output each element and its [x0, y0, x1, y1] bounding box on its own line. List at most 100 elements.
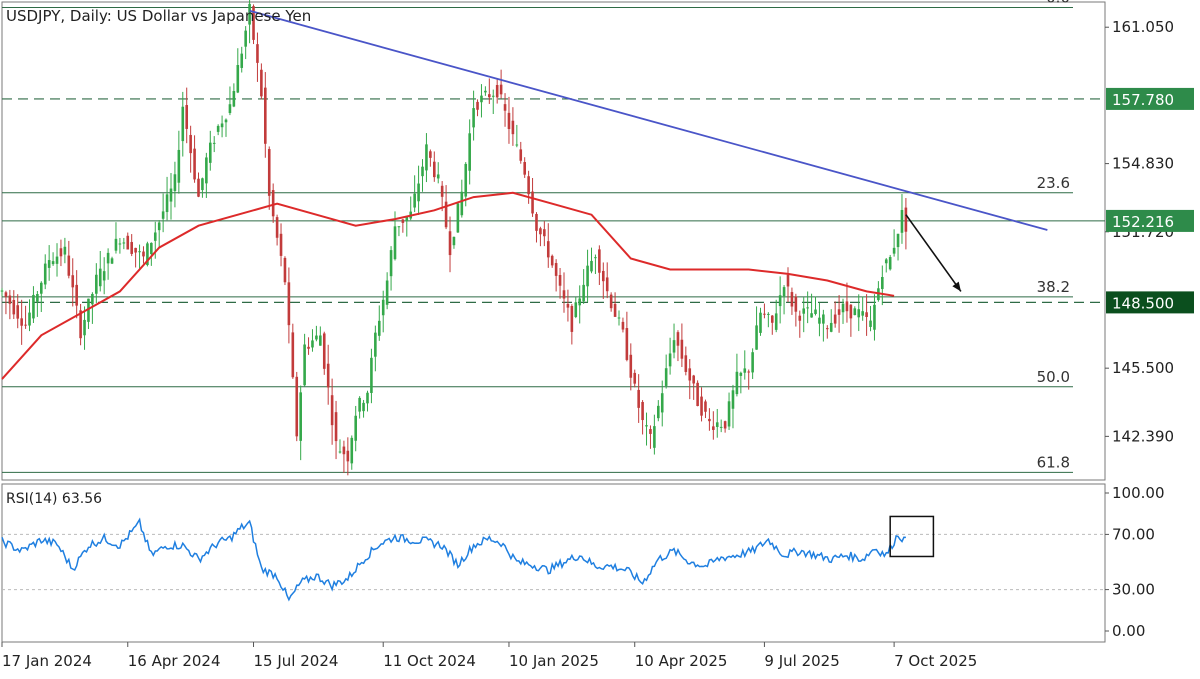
candle-body	[519, 149, 523, 161]
candle-body	[578, 298, 582, 306]
candle-body	[613, 303, 617, 317]
candle-body	[594, 257, 597, 259]
candle-body	[381, 299, 385, 316]
candle-body	[197, 178, 200, 197]
fib-level-label: 61.8	[1037, 453, 1070, 471]
candle-body	[271, 190, 275, 217]
price-label-text: 148.500	[1112, 294, 1174, 312]
time-tick-label: 7 Oct 2025	[894, 652, 977, 670]
candle-body	[55, 256, 59, 264]
candle-body	[680, 339, 684, 359]
candle-body	[888, 257, 892, 270]
candle-body	[786, 274, 790, 287]
candle-body	[291, 332, 295, 378]
candle-body	[20, 318, 23, 326]
candle-body	[440, 185, 444, 197]
rsi-tick-label: 70.00	[1112, 525, 1155, 543]
candle-body	[71, 275, 75, 288]
candle-body	[696, 382, 699, 407]
candle-body	[700, 396, 703, 416]
fib-level-label: 23.6	[1037, 174, 1070, 192]
time-tick-label: 10 Jan 2025	[509, 652, 599, 670]
candle-body	[205, 157, 208, 184]
candle-body	[822, 314, 825, 324]
rsi-panel-frame	[1, 483, 1106, 643]
candle-body	[562, 290, 566, 299]
candle-body	[338, 451, 342, 453]
price-label-box	[1106, 291, 1194, 314]
candle-body	[130, 242, 133, 254]
candle-body	[43, 263, 47, 285]
candle-body	[818, 317, 821, 324]
candle-body	[295, 376, 299, 437]
candle-body	[279, 233, 283, 256]
candle-body	[134, 247, 137, 253]
candle-body	[8, 295, 12, 304]
candle-body	[503, 104, 507, 111]
candle-body	[436, 174, 440, 179]
candle-body	[122, 242, 126, 244]
candle-body	[193, 148, 196, 180]
candle-body	[582, 284, 585, 302]
candle-body	[543, 229, 546, 237]
candle-body	[480, 95, 483, 103]
candle-body	[264, 87, 267, 144]
candle-body	[731, 390, 735, 409]
candle-body	[649, 429, 652, 434]
candle-body	[798, 315, 802, 321]
candle-body	[401, 219, 405, 223]
candle-body	[374, 332, 377, 357]
candle-body	[59, 248, 63, 257]
candle-body	[397, 226, 401, 228]
candle-body	[609, 294, 613, 309]
candle-body	[91, 293, 94, 305]
candle-body	[723, 421, 727, 429]
candle-body	[456, 203, 460, 233]
candle-body	[240, 53, 244, 68]
candle-body	[150, 242, 153, 255]
candle-body	[366, 392, 369, 404]
candle-body	[904, 207, 908, 232]
candle-body	[63, 246, 67, 255]
candle-body	[95, 274, 98, 294]
candle-body	[841, 303, 845, 313]
candle-body	[468, 133, 471, 171]
candle-body	[605, 277, 609, 292]
candle-body	[531, 191, 534, 214]
candle-body	[633, 372, 637, 384]
candle-body	[739, 372, 743, 376]
candle-body	[558, 275, 562, 286]
price-label-text: 157.780	[1112, 91, 1174, 109]
candle-body	[873, 304, 876, 330]
candle-body	[177, 149, 181, 183]
candle-body	[712, 426, 715, 430]
candle-body	[755, 325, 758, 350]
candle-body	[334, 412, 338, 442]
candle-body	[220, 123, 224, 128]
candle-body	[346, 450, 350, 462]
candle-body	[719, 426, 723, 428]
candle-body	[499, 84, 503, 95]
candle-body	[708, 418, 711, 422]
candle-body	[770, 315, 774, 323]
candle-body	[810, 313, 813, 318]
candle-body	[326, 363, 330, 388]
candle-body	[299, 392, 302, 441]
candle-body	[590, 260, 593, 272]
candle-body	[216, 125, 220, 132]
candle-body	[319, 335, 322, 346]
price-panel: 0.0 23.6 38.2 50.0 61.8	[0, 0, 1105, 476]
candle-body	[444, 201, 448, 228]
rsi-tick-label: 0.00	[1112, 622, 1145, 640]
candle-body	[377, 320, 381, 336]
candle-body	[275, 217, 279, 238]
candle-body	[664, 368, 668, 386]
candle-body	[657, 405, 660, 419]
candle-body	[637, 389, 640, 408]
moving-average-line	[1, 191, 895, 380]
candle-body	[767, 313, 770, 315]
candle-body	[539, 228, 542, 235]
candle-body	[350, 437, 354, 464]
candle-body	[672, 340, 676, 353]
